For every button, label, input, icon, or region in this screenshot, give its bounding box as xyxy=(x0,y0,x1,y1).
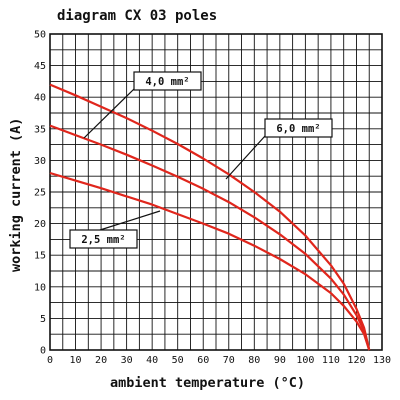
y-axis-label: working current (A) xyxy=(8,118,24,272)
y-tick-label: 5 xyxy=(40,314,46,325)
x-tick-label: 90 xyxy=(274,355,286,366)
x-tick-label: 20 xyxy=(95,355,107,366)
y-tick-label: 20 xyxy=(34,219,46,230)
tick-labels: 0 10 20 30 40 50 60 70 80 90 100 110 120 130 0 5 10 15 20 2… xyxy=(34,30,391,367)
y-tick-label: 45 xyxy=(34,61,46,72)
x-tick-label: 130 xyxy=(373,355,391,366)
x-tick-label: 60 xyxy=(197,355,209,366)
x-tick-label: 100 xyxy=(296,355,314,366)
callout-leader xyxy=(225,135,266,180)
y-tick-label: 15 xyxy=(34,251,46,262)
series-line-2 xyxy=(49,171,371,351)
series-label: 4,0 mm² xyxy=(145,76,189,88)
y-tick-label: 25 xyxy=(34,188,46,199)
series-label: 2,5 mm² xyxy=(81,234,125,246)
plot-frame xyxy=(49,33,383,351)
x-tick-label: 50 xyxy=(172,355,184,366)
y-tick-label: 50 xyxy=(34,30,46,41)
x-tick-label: 110 xyxy=(322,355,340,366)
series-callouts: 4,0 mm² 6,0 mm² 2,5 mm² xyxy=(69,71,333,249)
x-tick-label: 80 xyxy=(248,355,260,366)
series-label: 6,0 mm² xyxy=(276,123,320,135)
y-tick-label: 35 xyxy=(34,124,46,135)
callout-box xyxy=(133,71,202,91)
callout-leader xyxy=(83,88,135,139)
series-line-0 xyxy=(49,83,371,351)
series-lines xyxy=(49,83,371,351)
y-tick-label: 30 xyxy=(34,156,46,167)
x-axis-label: ambient temperature (°C) xyxy=(110,375,305,391)
x-tick-label: 120 xyxy=(347,355,365,366)
x-tick-label: 40 xyxy=(146,355,158,366)
y-tick-label: 40 xyxy=(34,93,46,104)
callout-box xyxy=(69,229,138,249)
y-tick-label: 0 xyxy=(40,346,46,357)
series-line-1 xyxy=(49,124,371,351)
chart-title: diagram CX 03 poles xyxy=(57,8,217,24)
callout-leader xyxy=(99,210,161,231)
x-tick-label: 30 xyxy=(121,355,133,366)
y-tick-label: 10 xyxy=(34,282,46,293)
x-tick-label: 10 xyxy=(70,355,82,366)
grid xyxy=(49,33,383,351)
x-tick-label: 70 xyxy=(223,355,235,366)
x-tick-label: 0 xyxy=(47,355,53,366)
callout-box xyxy=(264,118,333,138)
